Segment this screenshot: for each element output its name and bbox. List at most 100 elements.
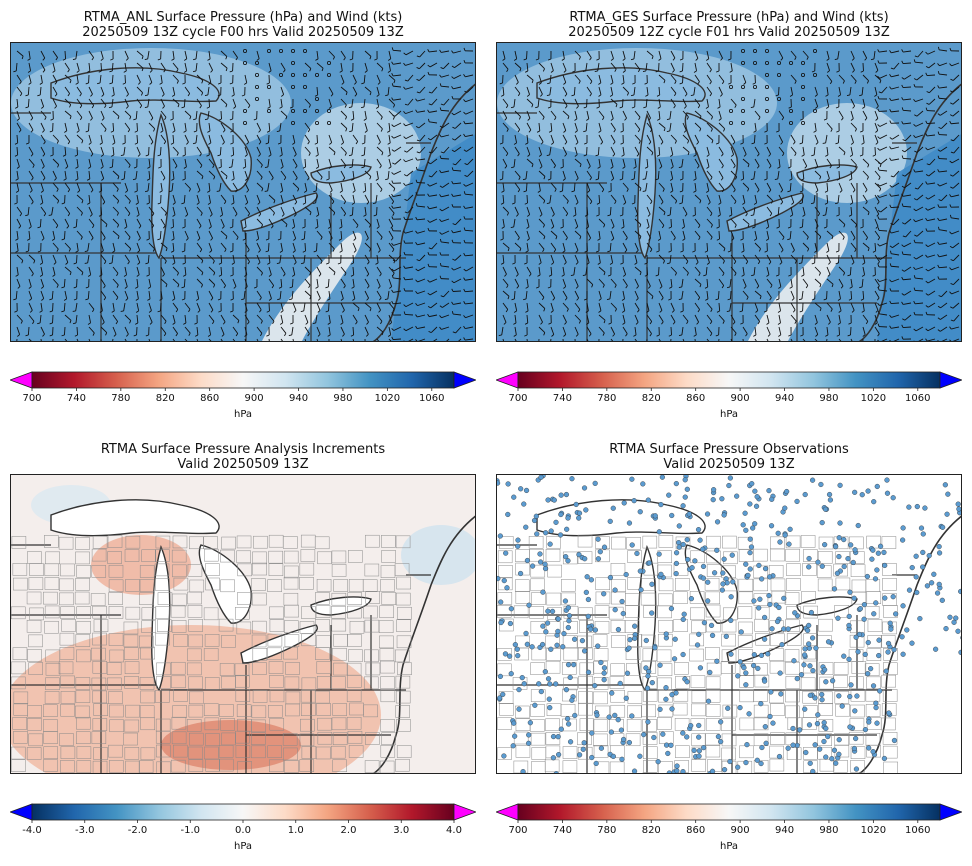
wind-barb (778, 134, 784, 143)
wind-barb-flag (451, 267, 454, 271)
wind-barb (419, 62, 426, 69)
wind-barb (940, 122, 948, 129)
wind-barb (184, 50, 188, 59)
wind-barb-flag (731, 154, 734, 157)
wind-barb-flag (620, 130, 624, 133)
wind-barb-flag (780, 141, 783, 145)
observation-dot (608, 729, 614, 735)
observation-dot (846, 656, 852, 662)
wind-barb-flag (272, 321, 275, 325)
wind-barb (466, 146, 474, 152)
wind-barb-flag (696, 141, 699, 145)
wind-barb (586, 50, 592, 58)
wind-barb (862, 182, 868, 191)
wind-barb (754, 122, 757, 131)
wind-barb (694, 194, 702, 201)
wind-barb-flag (852, 189, 856, 193)
wind-barb-flag (710, 176, 713, 181)
wind-barb (562, 206, 569, 214)
wind-barb-flag (794, 80, 797, 84)
wind-barb (646, 206, 651, 215)
wind-barb-flag (555, 236, 558, 240)
wind-barb-flag (770, 284, 773, 289)
wind-barb (63, 278, 66, 288)
wind-barb (766, 218, 770, 227)
observation-dot (562, 598, 569, 604)
wind-barb-flag (837, 94, 841, 97)
wind-barb-flag (836, 166, 840, 169)
wind-barb-flag (723, 128, 726, 132)
wind-barb-flag (877, 243, 880, 247)
wind-barb (280, 302, 284, 311)
wind-barb (268, 218, 274, 227)
wind-barb (100, 278, 106, 286)
wind-barb-flag (901, 251, 904, 255)
observation-dot (527, 720, 533, 726)
calm-wind-marker (254, 85, 259, 90)
wind-barb (562, 122, 567, 131)
wind-barb (280, 206, 285, 215)
panel-rtma-anl: RTMA_ANL Surface Pressure (hPa) and Wind… (8, 0, 478, 430)
wind-barb-flag (268, 154, 272, 157)
wind-barb (550, 122, 553, 132)
wind-barb-flag (802, 214, 806, 217)
wind-barb-flag (780, 57, 784, 61)
pressure-colorbar: 700 740 780 820 860 900 940 980 1020 1060 hPa (8, 369, 478, 429)
wind-barb-flag (950, 319, 954, 322)
wind-barb-flag (146, 178, 151, 181)
observation-dot (735, 673, 741, 679)
observation-dot (696, 748, 702, 754)
wind-barb (681, 158, 684, 167)
observation-dot (550, 733, 557, 740)
wind-barb (502, 266, 507, 275)
wind-barb (453, 110, 462, 116)
wind-barb-flag (378, 309, 381, 313)
wind-barb-flag (913, 84, 916, 88)
wind-barb-flag (391, 312, 394, 316)
observation-dot (585, 613, 591, 619)
wind-barb-flag (416, 259, 420, 262)
wind-barb-flag (926, 163, 930, 166)
wind-barb (658, 182, 665, 190)
wind-barb-flag (644, 274, 648, 277)
wind-barb (658, 194, 664, 203)
wind-barb-flag (415, 125, 419, 129)
wind-barb-flag (552, 213, 555, 217)
wind-barb (419, 146, 426, 154)
wind-barb (232, 194, 235, 203)
wind-barb (52, 218, 59, 226)
wind-barb-flag (207, 130, 211, 133)
wind-barb (622, 338, 624, 341)
wind-barb (730, 194, 737, 202)
wind-barb-flag (589, 93, 592, 97)
wind-barb (514, 146, 520, 154)
wind-barb (441, 314, 450, 319)
wind-barb-flag (276, 262, 280, 265)
wind-barb-flag (125, 190, 128, 193)
wind-barb-flag (164, 260, 167, 264)
wind-barb-flag (391, 149, 395, 152)
wind-barb-flag (135, 298, 139, 301)
wind-barb (874, 206, 880, 215)
wind-barb (75, 218, 78, 228)
wind-barb-flag (584, 250, 588, 253)
observation-dot (529, 644, 535, 650)
wind-barb-flag (79, 105, 83, 109)
wind-barb (196, 194, 200, 203)
wind-barb-flag (862, 334, 866, 337)
wind-barb-flag (511, 166, 515, 169)
wind-barb (706, 158, 710, 167)
wind-barb-flag (587, 165, 591, 169)
wind-barb (694, 218, 701, 226)
wind-barb (256, 170, 263, 178)
observation-dot (657, 662, 663, 668)
wind-barb-flag (98, 70, 102, 73)
wind-barb (538, 242, 545, 250)
wind-barb (879, 122, 888, 127)
observation-dot (515, 537, 521, 543)
wind-barb-flag (538, 262, 542, 265)
observation-dot (803, 749, 809, 756)
observation-dot (498, 599, 504, 605)
wind-barb (52, 194, 60, 201)
wind-barb-flag (777, 322, 781, 325)
